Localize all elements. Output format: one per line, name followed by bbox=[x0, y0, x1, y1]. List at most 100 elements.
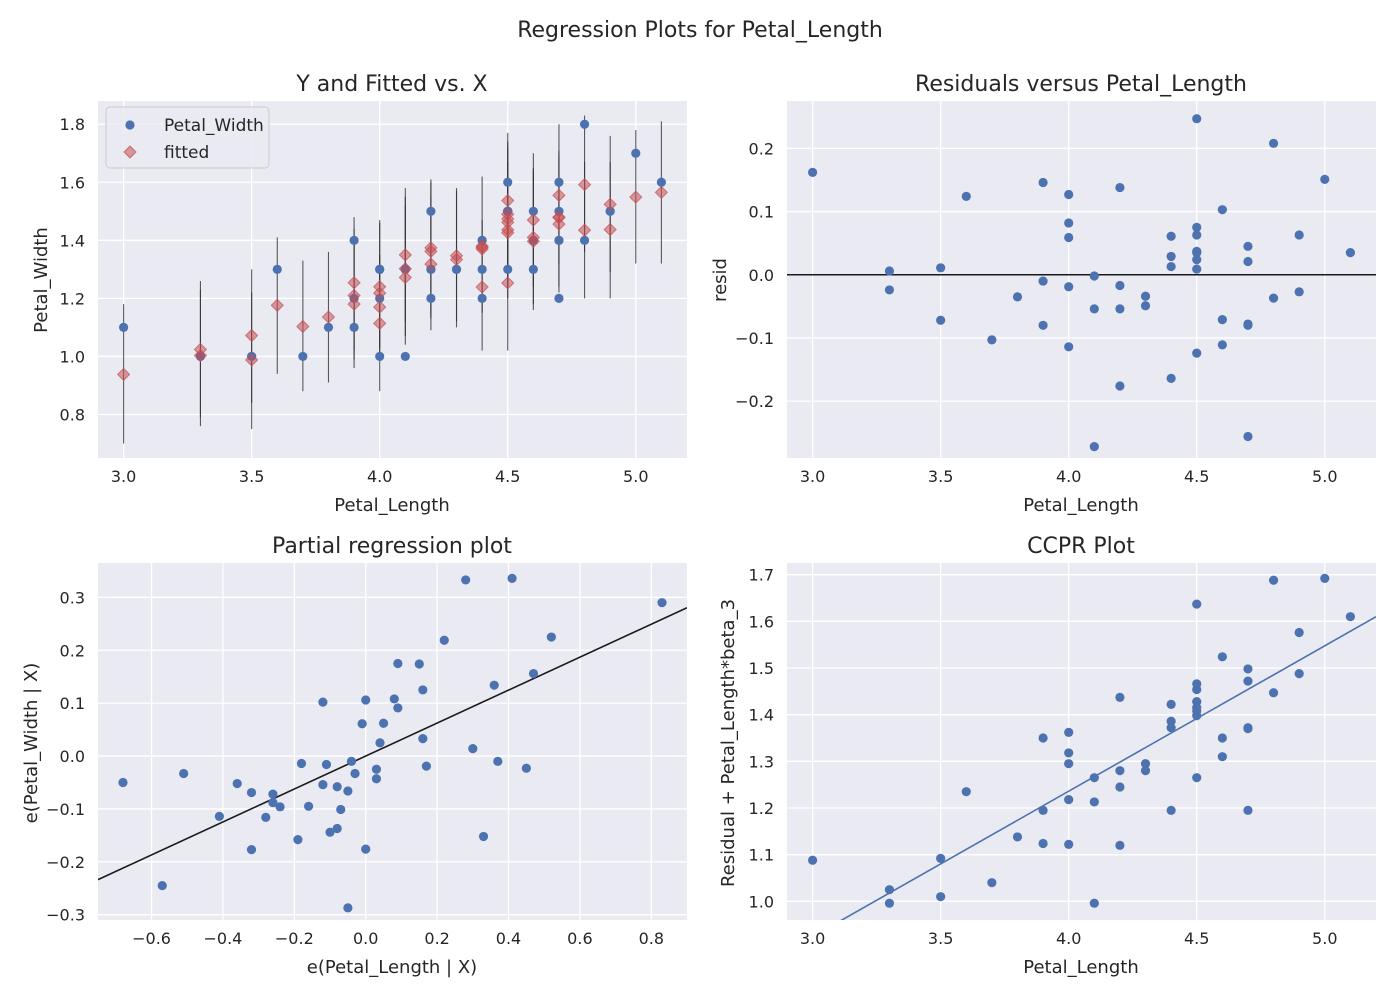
data-point bbox=[1294, 627, 1304, 638]
data-point bbox=[546, 632, 556, 642]
data-point bbox=[1166, 716, 1176, 726]
y-tick-label: 1.8 bbox=[60, 115, 85, 134]
y-tick-label: 0.1 bbox=[749, 203, 774, 222]
panel-y-fitted-vs-x: 3.0 3.5 4.0 4.5 5.0 0.8 1.0 1.2 1.4 1.6 1.8 Petal_W… bbox=[31, 72, 687, 516]
data-point-fitted bbox=[296, 319, 310, 334]
y-tick-label: 0.2 bbox=[60, 641, 85, 660]
data-point bbox=[332, 823, 342, 834]
y-tick-label: 1.4 bbox=[60, 231, 85, 250]
x-tick-label: 0.0 bbox=[353, 929, 378, 948]
legend-marker-fitted bbox=[123, 145, 137, 159]
data-point bbox=[1038, 838, 1048, 849]
data-point bbox=[1038, 805, 1048, 815]
data-point-fitted bbox=[577, 223, 592, 237]
data-point bbox=[1012, 832, 1023, 842]
plot-background bbox=[787, 101, 1376, 458]
data-point bbox=[1217, 340, 1227, 350]
data-point-fitted bbox=[603, 197, 617, 212]
data-point bbox=[1192, 222, 1202, 232]
data-point bbox=[1192, 114, 1202, 124]
data-point bbox=[884, 266, 895, 276]
data-point-fitted bbox=[552, 210, 566, 224]
data-point bbox=[1294, 669, 1304, 679]
data-point bbox=[1268, 138, 1279, 148]
data-point bbox=[393, 703, 403, 713]
data-point bbox=[118, 777, 128, 788]
data-point-fitted bbox=[501, 276, 515, 290]
data-point-fitted bbox=[552, 217, 566, 231]
y-axis-label: resid bbox=[710, 258, 731, 302]
x-tick-label: 0.8 bbox=[639, 929, 664, 948]
data-point-fitted bbox=[475, 239, 489, 253]
data-point bbox=[246, 845, 257, 855]
data-point bbox=[414, 659, 424, 669]
data-point bbox=[1192, 348, 1202, 358]
data-point bbox=[528, 668, 539, 679]
data-point bbox=[332, 782, 342, 792]
data-point bbox=[389, 694, 399, 704]
data-point-petal-width bbox=[451, 264, 462, 274]
x-axis-label: Petal_Length bbox=[1023, 957, 1138, 978]
x-tick-label: 5.0 bbox=[1312, 929, 1337, 948]
data-point bbox=[361, 695, 371, 705]
data-point bbox=[1243, 431, 1253, 442]
data-point bbox=[357, 719, 367, 729]
x-tick-label: 5.0 bbox=[1312, 467, 1337, 486]
data-point-fitted bbox=[347, 288, 361, 303]
data-point bbox=[1115, 782, 1125, 792]
data-point bbox=[936, 853, 946, 864]
data-point bbox=[1140, 291, 1151, 301]
data-point bbox=[936, 892, 946, 902]
x-tick-label: 5.0 bbox=[623, 467, 648, 486]
data-point bbox=[1268, 575, 1279, 585]
data-point bbox=[1166, 699, 1176, 710]
data-point-petal-width bbox=[554, 177, 564, 187]
data-point bbox=[1140, 766, 1151, 776]
y-tick-label: 1.7 bbox=[749, 566, 774, 585]
data-point bbox=[268, 789, 278, 799]
data-point bbox=[478, 831, 489, 842]
x-tick-label: 3.5 bbox=[239, 467, 264, 486]
data-point bbox=[350, 768, 360, 779]
data-point-petal-width bbox=[579, 119, 590, 129]
data-point bbox=[1064, 727, 1074, 738]
data-point bbox=[1294, 230, 1304, 240]
data-point-petal-width bbox=[477, 264, 487, 274]
data-point-petal-width bbox=[631, 148, 641, 158]
data-point-fitted bbox=[193, 348, 208, 363]
data-point-fitted bbox=[526, 230, 541, 245]
y-tick-label: 1.6 bbox=[60, 173, 85, 192]
x-axis-label: e(Petal_Length | X) bbox=[307, 957, 477, 978]
data-point bbox=[1294, 287, 1304, 297]
data-point-fitted bbox=[244, 353, 259, 367]
data-point bbox=[393, 658, 403, 669]
legend-box bbox=[105, 106, 270, 169]
data-point bbox=[418, 733, 428, 744]
y-tick-label: −0.1 bbox=[735, 329, 774, 348]
y-tick-label: 1.0 bbox=[60, 347, 85, 366]
data-point bbox=[1243, 241, 1253, 251]
data-point bbox=[1115, 840, 1125, 850]
y-tick-label: 0.0 bbox=[749, 266, 774, 285]
data-point bbox=[1166, 723, 1176, 733]
data-point bbox=[371, 764, 382, 774]
data-point bbox=[1089, 304, 1099, 314]
data-point bbox=[1192, 230, 1202, 240]
figure-suptitle: Regression Plots for Petal_Length bbox=[517, 18, 883, 43]
data-point bbox=[657, 598, 667, 608]
panel-ccpr: 3.0 3.5 4.0 4.5 5.01.01.11.21.31.41.51.61.7 … bbox=[718, 534, 1376, 978]
data-point bbox=[1268, 293, 1279, 303]
x-tick-label: 3.0 bbox=[111, 467, 136, 486]
x-tick-label: 4.0 bbox=[367, 467, 392, 486]
data-point bbox=[1217, 752, 1227, 762]
data-point-petal-width bbox=[375, 264, 385, 274]
data-point-petal-width bbox=[272, 264, 282, 274]
data-point bbox=[1089, 773, 1099, 783]
x-tick-label: −0.4 bbox=[204, 929, 243, 948]
data-point-fitted bbox=[501, 193, 515, 208]
data-point bbox=[296, 758, 307, 769]
data-point bbox=[1115, 280, 1125, 291]
data-point bbox=[1115, 381, 1125, 391]
data-point bbox=[418, 685, 428, 695]
